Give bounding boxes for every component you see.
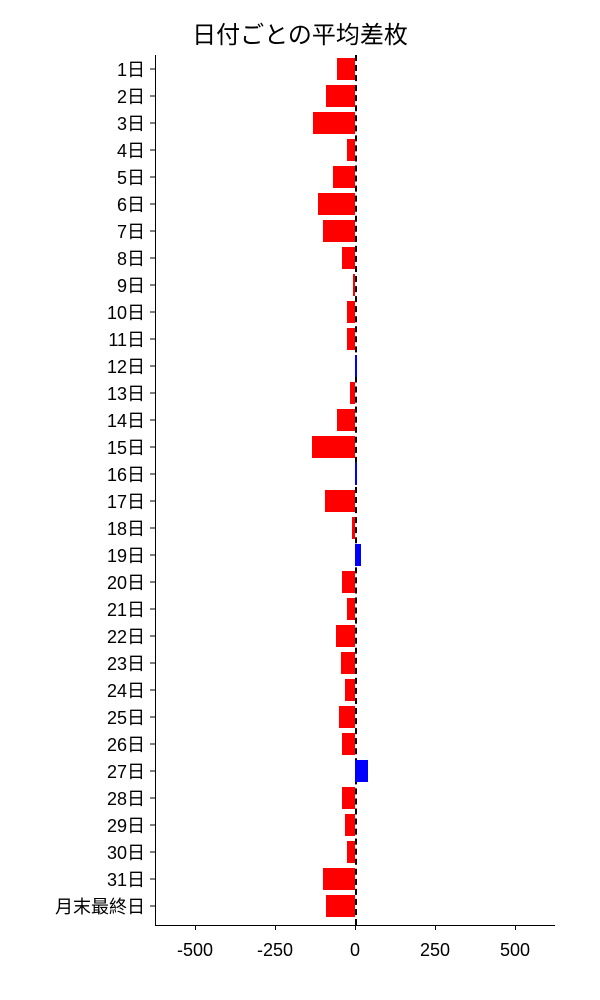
y-axis-label: 27日 <box>107 758 145 784</box>
chart-container: 日付ごとの平均差枚 1日2日3日4日5日6日7日8日9日10日11日12日13日… <box>0 0 600 1000</box>
y-axis-label: 24日 <box>107 677 145 703</box>
y-axis-label: 20日 <box>107 569 145 595</box>
y-axis-label: 31日 <box>107 866 145 892</box>
y-axis-label: 11日 <box>108 326 145 352</box>
x-axis-label: 0 <box>350 940 360 961</box>
bar <box>342 733 355 755</box>
bar <box>347 598 355 620</box>
bar <box>347 328 355 350</box>
y-axis-label: 3日 <box>117 110 145 136</box>
bar <box>313 112 355 134</box>
y-axis-label: 14日 <box>107 407 145 433</box>
y-axis-labels: 1日2日3日4日5日6日7日8日9日10日11日12日13日14日15日16日1… <box>0 55 145 925</box>
y-axis-label: 10日 <box>107 299 145 325</box>
y-axis-label: 月末最終日 <box>55 893 145 919</box>
y-axis-label: 19日 <box>107 542 145 568</box>
y-axis-label: 6日 <box>117 191 145 217</box>
bar <box>347 301 355 323</box>
y-axis-label: 12日 <box>107 353 145 379</box>
bar <box>347 841 355 863</box>
y-axis-label: 13日 <box>107 380 145 406</box>
chart-title: 日付ごとの平均差枚 <box>0 15 600 50</box>
y-axis-label: 2日 <box>117 83 145 109</box>
bar <box>355 463 357 485</box>
bar <box>347 139 355 161</box>
bar <box>312 436 355 458</box>
zero-line <box>355 55 357 925</box>
x-axis-label: -250 <box>257 940 293 961</box>
x-axis-label: 500 <box>500 940 530 961</box>
bar <box>345 679 355 701</box>
bar <box>323 868 355 890</box>
x-axis-label: -500 <box>177 940 213 961</box>
bar <box>342 247 355 269</box>
y-axis-label: 5日 <box>117 164 145 190</box>
bar <box>326 895 355 917</box>
bar <box>355 544 361 566</box>
y-axis-label: 16日 <box>107 461 145 487</box>
y-axis-label: 25日 <box>107 704 145 730</box>
y-axis-label: 23日 <box>107 650 145 676</box>
y-axis-label: 21日 <box>107 596 145 622</box>
y-axis-label: 18日 <box>107 515 145 541</box>
bar <box>341 652 355 674</box>
bar <box>353 274 355 296</box>
bar <box>323 220 355 242</box>
bar <box>325 490 355 512</box>
y-axis-label: 29日 <box>107 812 145 838</box>
y-axis-label: 8日 <box>117 245 145 271</box>
y-axis-label: 28日 <box>107 785 145 811</box>
y-axis-label: 15日 <box>107 434 145 460</box>
bar <box>355 760 368 782</box>
bar <box>337 58 355 80</box>
bar <box>352 517 355 539</box>
bar <box>318 193 355 215</box>
y-axis-label: 4日 <box>117 137 145 163</box>
bar <box>339 706 355 728</box>
bar <box>326 85 355 107</box>
y-axis-label: 17日 <box>107 488 145 514</box>
plot-area <box>155 55 555 925</box>
x-axis-labels: -500 -250 0 250 500 <box>155 930 555 970</box>
y-axis-label: 7日 <box>117 218 145 244</box>
bar <box>342 787 355 809</box>
y-axis-label: 22日 <box>107 623 145 649</box>
bar <box>345 814 355 836</box>
x-axis-label: 250 <box>420 940 450 961</box>
bar <box>336 625 355 647</box>
y-axis-label: 30日 <box>107 839 145 865</box>
bar <box>350 382 355 404</box>
y-axis-label: 26日 <box>107 731 145 757</box>
y-axis-label: 9日 <box>117 272 145 298</box>
bar <box>355 355 357 377</box>
bar <box>342 571 355 593</box>
y-axis-label: 1日 <box>117 56 145 82</box>
bar <box>337 409 355 431</box>
bar <box>333 166 355 188</box>
